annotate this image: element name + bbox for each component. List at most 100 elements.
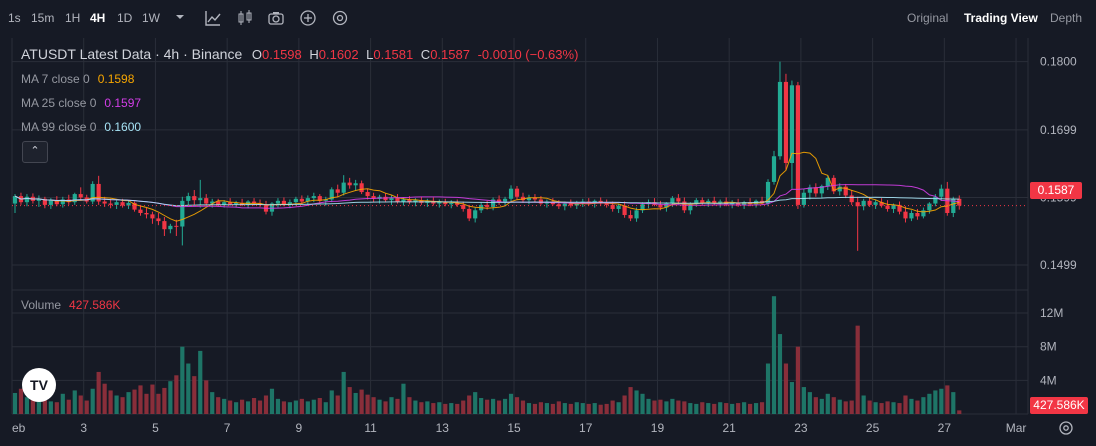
candle-body [807,187,812,193]
candle-body [706,200,711,203]
volume-bar [102,383,107,414]
volume-bar [269,388,275,414]
candle-body [138,209,143,213]
indicator-icon[interactable] [204,9,222,27]
settings-icon[interactable] [331,9,349,27]
volume-bar [843,401,848,414]
volume-bar [562,403,567,414]
candle-body [36,198,41,201]
timeframe-1s[interactable]: 1s [8,11,21,25]
candle-body [365,192,370,197]
volume-bar [706,403,711,414]
candle-body [162,221,167,230]
volume-bar [676,400,681,414]
volume-bar [84,400,89,414]
collapse-legend-button[interactable]: ⌃ [22,141,48,163]
candle-type-icon[interactable] [236,9,254,27]
date-tick-label: 9 [296,421,303,435]
volume-bar [885,401,890,414]
volume-bar [204,380,209,414]
volume-bar [365,394,370,414]
volume-value: 427.586K [69,298,121,312]
volume-bar [867,400,872,414]
candle-body [496,199,502,203]
volume-bar [777,334,783,414]
timeframe-4h[interactable]: 4H [90,11,106,25]
view-trading-view[interactable]: Trading View [964,11,1038,25]
volume-bar [174,375,179,414]
volume-bar [550,403,555,414]
volume-bar [652,400,657,414]
candle-body [192,196,197,201]
volume-bar [192,376,197,414]
candle-body [861,200,866,207]
candle-body [532,197,538,200]
volume-bar [580,403,585,414]
volume-bar [688,403,693,414]
volume-bar [24,397,30,414]
volume-bar [574,402,579,414]
volume-bar [616,402,621,414]
volume-bar [216,397,221,414]
volume-bar [305,401,310,414]
candle-body [736,202,741,205]
candle-body [317,196,322,201]
volume-bar [431,403,436,414]
volume-bar [712,403,717,414]
volume-bar [598,404,603,414]
candle-body [311,196,316,199]
volume-bar [377,399,382,414]
candle-body [287,202,292,205]
candle-body [927,203,932,211]
candle-body [353,183,358,186]
tradingview-logo[interactable]: TV [22,368,56,402]
symbol-label: ATUSDT Latest Data · 4h · Binance [21,46,243,62]
candle-body [401,199,406,202]
camera-icon[interactable] [267,9,285,27]
chart-toolbar: 1s 15m 1H 4H 1D 1W Original Trading View… [0,0,1096,36]
timeframe-1d[interactable]: 1D [117,11,133,25]
volume-bar [449,403,454,414]
candle-body [335,189,340,193]
candle-body [765,181,771,204]
view-original[interactable]: Original [907,11,949,25]
volume-bar [323,402,328,414]
volume-bar [341,371,346,414]
add-icon[interactable] [299,9,317,27]
high-value: 0.1602 [318,47,359,62]
volume-bar [263,395,269,414]
volume-bar [789,382,795,414]
candle-body [485,204,490,207]
candle-body [120,202,125,206]
candle-body [813,187,818,194]
volume-bar [168,381,173,414]
candle-body [407,199,412,203]
candle-body [114,202,119,205]
chevron-down-icon[interactable] [172,9,190,27]
candle-body [395,198,400,202]
volume-bar [891,402,896,414]
candle-body [299,198,304,202]
volume-bar [604,403,609,414]
candle-body [903,211,908,219]
volume-bar [162,387,167,414]
ma25-label: MA 25 close 0 [21,96,97,110]
timeframe-15m[interactable]: 15m [31,11,55,25]
volume-tick-label: 4M [1040,373,1057,387]
volume-bar [72,390,77,414]
timeframe-1w[interactable]: 1W [142,11,160,25]
candle-body [628,215,633,219]
volume-bar [222,398,227,414]
candle-body [275,200,281,204]
view-depth[interactable]: Depth [1050,11,1083,25]
candle-body [933,196,938,204]
volume-bar [78,395,83,414]
volume-label: Volume [21,298,62,312]
settings-gear-icon[interactable] [1056,418,1076,438]
timeframe-1h[interactable]: 1H [65,11,81,25]
volume-legend: Volume 427.586K [21,298,120,312]
volume-bar [240,399,245,414]
volume-bar [801,387,806,414]
volume-bar [825,393,830,414]
